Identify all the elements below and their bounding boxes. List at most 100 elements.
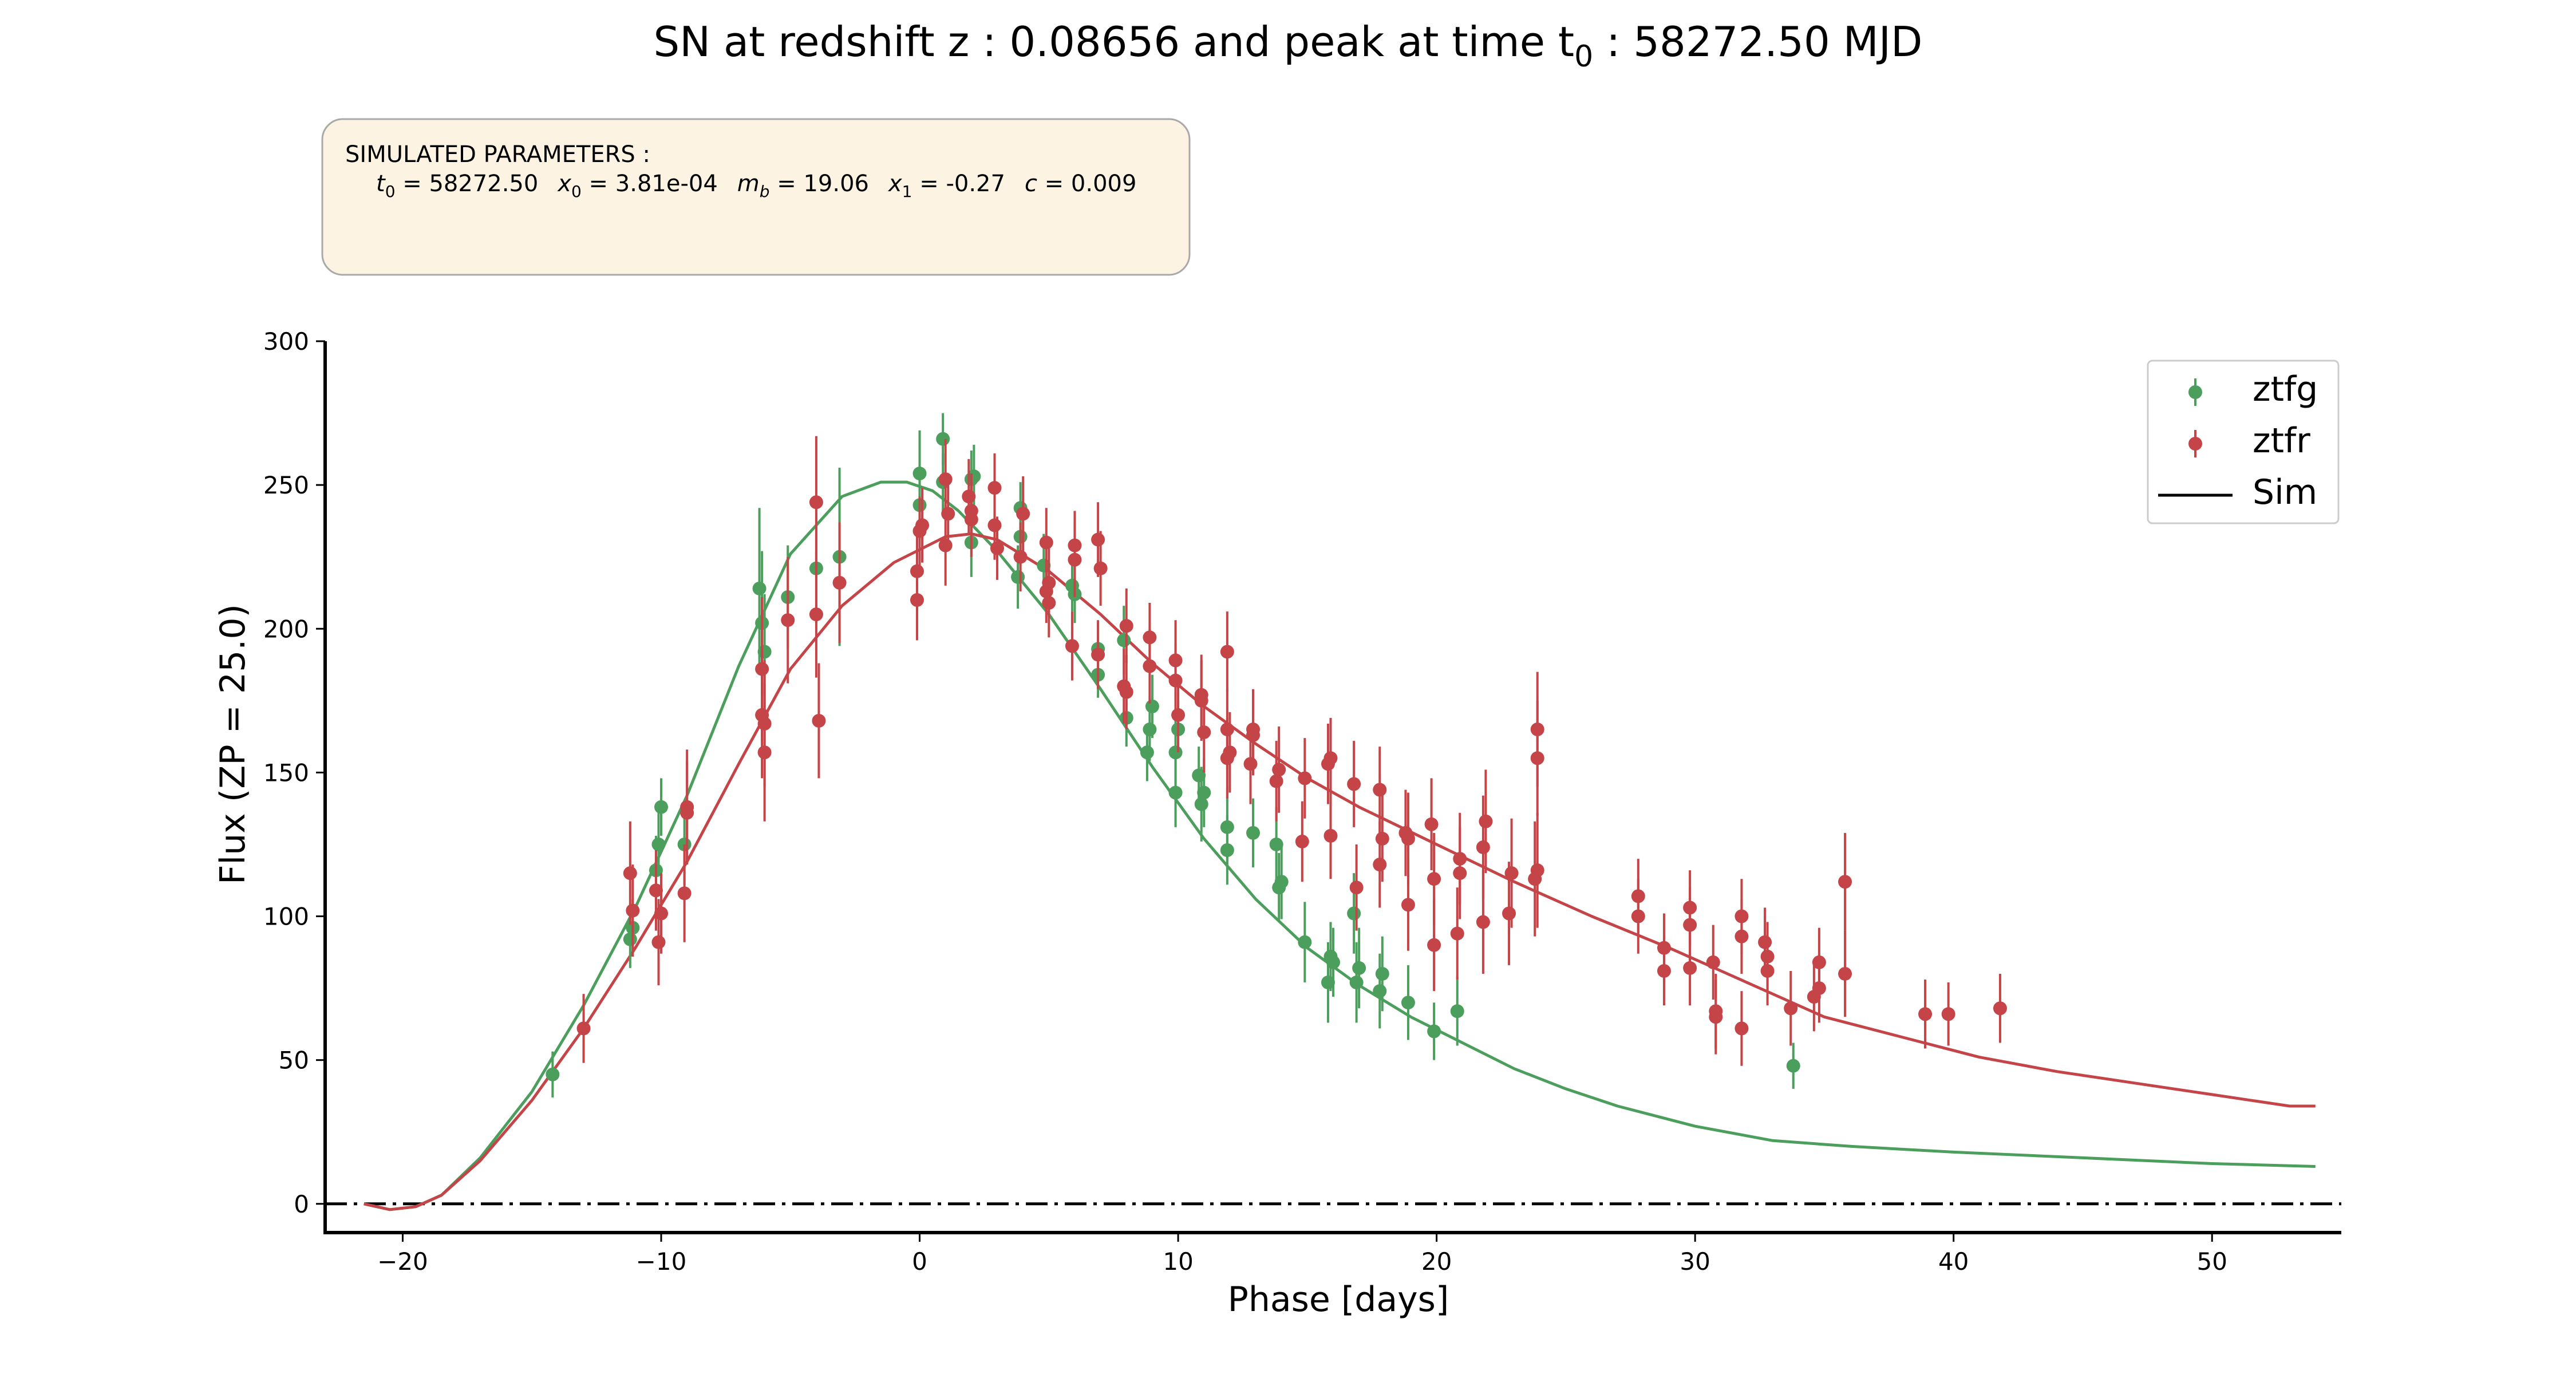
ztfr-data-point: [1091, 647, 1105, 662]
ztfr-data-point: [1838, 875, 1852, 889]
ztfr-data-point: [1709, 1010, 1723, 1024]
ztfg-data-point: [546, 1067, 560, 1081]
x-tick-label: 20: [1421, 1247, 1452, 1276]
ztfr-data-point: [1119, 619, 1133, 633]
ztfg-data-point: [654, 800, 668, 814]
ztfr-data-point: [1323, 828, 1338, 843]
ztfg-data-point: [1349, 976, 1364, 990]
ztfr-data-point: [941, 507, 955, 521]
x-tick-label: 30: [1680, 1247, 1710, 1276]
ztfr-data-point: [1401, 898, 1415, 912]
ztfr-data-point: [987, 518, 1002, 532]
x-tick-label: 10: [1163, 1247, 1193, 1276]
ztfr-data-point: [1502, 906, 1516, 921]
ztfr-data-point: [1143, 659, 1157, 673]
ztfr-data-point: [651, 935, 666, 949]
ztfr-data-point: [623, 866, 637, 881]
ztfg-data-point: [1011, 570, 1025, 584]
param-mb-value: = 19.06: [770, 171, 869, 197]
y-tick-label: 300: [263, 327, 309, 356]
ztfg-data-point: [1246, 826, 1261, 840]
y-tick-label: 100: [263, 903, 309, 931]
ztfg-data-point: [1401, 996, 1415, 1010]
ztfr-data-point: [1683, 918, 1697, 932]
ztfg-data-point: [752, 581, 767, 595]
ztfr-data-point: [680, 806, 694, 820]
ztfr-data-point: [1530, 863, 1544, 878]
ztfr-data-point: [809, 495, 823, 510]
ztfg-data-point: [1786, 1059, 1800, 1073]
ztfr-data-point: [1424, 817, 1439, 831]
axes-layer: −20 −10 0 10 20 30 40 50 0 50 100 150 200 250 300: [263, 327, 2341, 1276]
ztfr-data-point: [1479, 814, 1493, 828]
ztfr-data-point: [832, 575, 847, 590]
ztfr-data-point: [990, 541, 1004, 555]
ztfr-data-point: [1091, 532, 1105, 547]
chart-title-prefix: SN at redshift z : 0.08656 and peak at t…: [654, 18, 1575, 66]
ztfr-data-point: [1941, 1007, 1955, 1021]
ztfg-data-point: [757, 645, 772, 659]
x-tick-label: 0: [912, 1247, 927, 1276]
ztfg-data-point: [1375, 966, 1389, 981]
ztfr-data-point: [649, 883, 663, 898]
ztfr-data-point: [654, 906, 668, 921]
ztfr-data-point: [1401, 831, 1415, 846]
param-x0-symbol: x: [556, 171, 571, 197]
ztfr-data-point: [1735, 909, 1749, 923]
ztfg-data-point: [1140, 745, 1154, 760]
legend: ztfg ztfr Sim: [2147, 360, 2340, 524]
legend-label-sim: Sim: [2253, 472, 2317, 512]
ztfr-data-point: [1349, 881, 1364, 895]
ztfg-data-point: [1274, 875, 1289, 889]
ztfr-data-point: [1042, 575, 1056, 590]
ztfr-data-point: [1323, 751, 1338, 765]
data-points-layer: [546, 413, 2007, 1097]
ztfr-data-point: [1373, 783, 1387, 797]
series-ztfr: [576, 436, 2007, 1066]
ztfr-data-point: [1119, 685, 1133, 699]
ztfr-data-point: [1013, 550, 1028, 564]
ztfr-data-point: [757, 745, 772, 760]
ztfr-data-point: [1918, 1007, 1933, 1021]
param-c-symbol: c: [1025, 171, 1037, 197]
ztfr-data-point: [1298, 771, 1312, 785]
ztfg-data-point: [1347, 906, 1361, 921]
ztfr-data-point: [1243, 757, 1258, 771]
ztfr-data-point: [1476, 915, 1490, 929]
ztfr-data-point: [1197, 725, 1211, 740]
ztfr-data-point: [1706, 955, 1720, 969]
y-tick-label: 250: [263, 471, 309, 499]
ztfg-data-point: [1168, 785, 1183, 800]
legend-marker-ztfg: [2188, 385, 2202, 399]
ztfr-data-point: [1295, 834, 1309, 848]
ztfr-data-point: [677, 886, 692, 901]
ztfr-data-point: [1093, 561, 1108, 575]
ztfr-data-point: [1631, 909, 1645, 923]
ztfg-data-point: [1197, 785, 1211, 800]
ztfr-data-point: [1504, 866, 1519, 881]
y-tick-label: 200: [263, 615, 309, 643]
ztfr-data-point: [809, 607, 823, 622]
ztfr-data-point: [1373, 858, 1387, 872]
ztfr-data-point: [1427, 938, 1441, 952]
ztfg-data-point: [623, 932, 637, 946]
ztfr-data-point: [1220, 722, 1234, 737]
ztfg-data-point: [1326, 955, 1340, 969]
ztfg-data-point: [1427, 1024, 1441, 1039]
series-ztfg: [546, 413, 1800, 1097]
ztfg-data-point: [1168, 745, 1183, 760]
ztfr-data-point: [626, 903, 640, 918]
chart-title-subscript: 0: [1574, 40, 1593, 74]
ztfr-data-point: [1171, 708, 1186, 722]
ztfg-data-point: [1352, 961, 1366, 975]
ztfr-data-point: [910, 564, 924, 578]
legend-marker-ztfr: [2188, 437, 2202, 451]
ztfr-data-point: [1427, 872, 1441, 886]
ztfr-data-point: [1269, 774, 1283, 788]
param-t0-subscript: 0: [385, 182, 396, 201]
ztfr-data-point: [1453, 852, 1467, 866]
ztfr-data-point: [962, 489, 976, 504]
parameters-heading: SIMULATED PARAMETERS :: [345, 141, 650, 168]
ztfg-data-point: [1220, 843, 1234, 857]
